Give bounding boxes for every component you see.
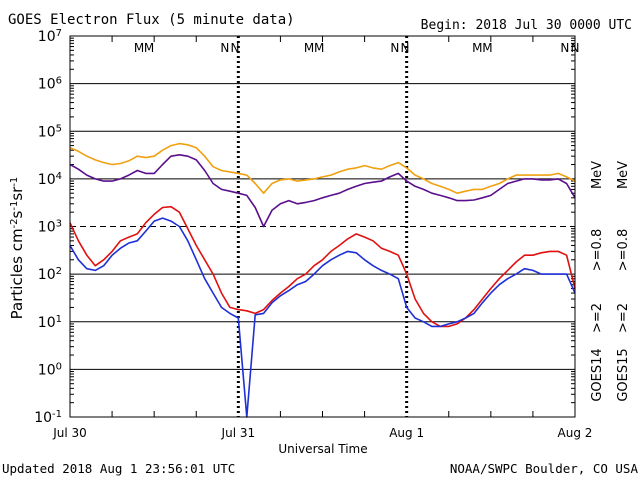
event-marker-letter: M <box>472 41 482 55</box>
y-tick-label: 102 <box>38 266 62 284</box>
y-tick-label: 10-1 <box>34 409 62 427</box>
day-separators <box>111 36 534 417</box>
event-marker-letter: M <box>314 41 324 55</box>
legend-goes14: GOES14 <box>590 348 605 401</box>
x-tick-labels: Jul 30 Jul 31 Aug 1 Aug 2 <box>52 426 592 440</box>
grid-layer <box>70 37 575 404</box>
legend-goes14-gt08: >=0.8 <box>590 229 605 271</box>
event-marker-letter: N <box>560 41 569 55</box>
event-marker-letter: N <box>220 41 229 55</box>
y-tick-label: 106 <box>38 75 62 93</box>
series-line-goes14_gt2 <box>69 217 576 418</box>
legend: >=2 >=2 >=0.8 >=0.8 MeV MeV GOES14 GOES1… <box>590 161 631 402</box>
y-tick-label: 100 <box>38 361 62 379</box>
legend-goes14-gt2: >=2 <box>590 303 605 333</box>
event-marker-letter: N <box>400 41 409 55</box>
legend-mev-15: MeV <box>616 161 631 189</box>
begin-label: Begin: 2018 Jul 30 0000 UTC <box>421 18 632 33</box>
event-marker-letter: N <box>230 41 239 55</box>
event-marker-letter: M <box>304 41 314 55</box>
y-tick-label: 101 <box>38 313 62 331</box>
y-tick-labels: 10-1 100 101 102 103 104 105 106 107 <box>34 28 62 427</box>
x-tick-label: Aug 2 <box>558 426 593 440</box>
series-line-goes15_gt08 <box>69 142 576 194</box>
legend-mev-14: MeV <box>590 161 605 189</box>
legend-goes15-gt2: >=2 <box>616 303 631 333</box>
series-layer <box>69 142 576 418</box>
event-marker-letter: M <box>134 41 144 55</box>
legend-goes15-gt08: >=0.8 <box>616 229 631 271</box>
footer-credit: NOAA/SWPC Boulder, CO USA <box>450 461 639 476</box>
event-marker-letter: M <box>144 41 154 55</box>
x-tick-label: Aug 1 <box>389 426 424 440</box>
event-marker-letter: N <box>390 41 399 55</box>
event-marker-letter: M <box>482 41 492 55</box>
y-axis-label: Particles cm-2s-1sr-1 <box>8 177 26 320</box>
chart-title: GOES Electron Flux (5 minute data) <box>8 12 295 28</box>
y-tick-label: 103 <box>38 218 62 236</box>
x-axis-label: Universal Time <box>278 442 367 456</box>
y-tick-label: 104 <box>38 170 62 188</box>
legend-goes15: GOES15 <box>616 348 631 401</box>
y-tick-label: 105 <box>38 123 62 141</box>
y-tick-label: 107 <box>38 28 62 46</box>
x-tick-label: Jul 30 <box>52 426 87 440</box>
x-tick-label: Jul 31 <box>221 426 256 440</box>
y-axis-label-text: Particles cm-2s-1sr-1 <box>8 177 26 320</box>
updated-timestamp: Updated 2018 Aug 1 23:56:01 UTC <box>2 461 235 476</box>
series-line-goes15_gt2 <box>69 205 576 328</box>
plot-frame <box>69 35 576 418</box>
series-line-goes14_gt08 <box>69 154 576 228</box>
